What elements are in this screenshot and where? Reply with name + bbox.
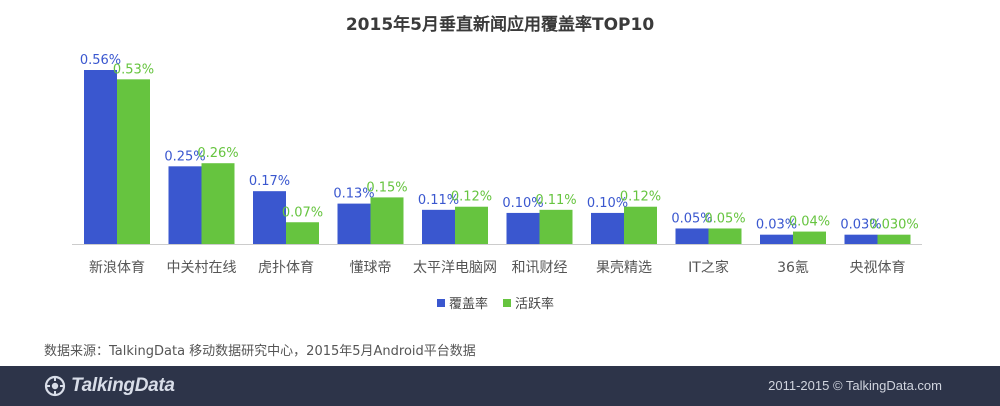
bar (422, 209, 455, 244)
bar (708, 228, 742, 244)
talkingdata-logo: TalkingData (44, 374, 175, 398)
category-label: 中关村在线 (167, 260, 237, 276)
category-label: 太平洋电脑网 (413, 260, 497, 276)
bar (84, 70, 117, 244)
chart-title: 2015年5月垂直新闻应用覆盖率TOP10 (345, 15, 655, 35)
bar (591, 212, 624, 244)
data-label: 0.13% (333, 187, 374, 202)
copyright-text: 2011-2015 © TalkingData.com (768, 378, 942, 393)
category-label: 虎扑体育 (258, 260, 314, 276)
data-label: 0.07% (282, 205, 323, 220)
bar (506, 212, 540, 244)
bar (286, 222, 319, 244)
data-label: 0.26% (197, 146, 238, 161)
bar (455, 206, 488, 244)
bar (624, 206, 657, 244)
data-label: 0.15% (366, 180, 407, 195)
data-label: 0.030% (869, 218, 919, 233)
bar (844, 234, 878, 244)
footer-bar: TalkingData 2011-2015 © TalkingData.com (0, 366, 1000, 406)
logo-icon (44, 375, 66, 397)
bar (760, 234, 793, 244)
data-label: 0.12% (451, 190, 492, 205)
data-label: 0.53% (113, 62, 154, 77)
logo-text: TalkingData (71, 375, 175, 396)
category-label: 36氪 (777, 260, 809, 276)
data-label: 0.12% (620, 190, 661, 205)
data-source-note: 数据来源：TalkingData 移动数据研究中心，2015年5月Android… (44, 344, 476, 359)
data-label: 0.25% (164, 149, 205, 164)
bar (370, 197, 404, 244)
data-label: 0.11% (535, 193, 576, 208)
data-label: 0.04% (789, 215, 830, 230)
bar (877, 234, 911, 244)
bar (539, 209, 573, 244)
bar (337, 203, 371, 244)
category-label: IT之家 (688, 259, 729, 276)
data-label: 0.05% (671, 211, 712, 226)
legend-swatch (503, 299, 511, 307)
bar (168, 166, 202, 244)
bar (675, 228, 709, 244)
data-label: 0.56% (80, 53, 121, 68)
category-label: 懂球帝 (350, 260, 392, 276)
legend-label: 活跃率 (515, 296, 554, 312)
data-label: 0.10% (587, 196, 628, 211)
data-label: 0.10% (502, 196, 543, 211)
category-label: 新浪体育 (89, 260, 145, 276)
category-label: 和讯财经 (512, 260, 568, 276)
data-label: 0.05% (704, 211, 745, 226)
category-label: 果壳精选 (596, 259, 652, 276)
data-label: 0.17% (249, 174, 290, 189)
bar (201, 163, 235, 244)
bar (117, 79, 150, 244)
data-label: 0.03% (756, 218, 797, 233)
bar-chart: 0.56%0.53% 新浪体育 0.25%0.26% 中关村在线 0.17% 0.07% 虎… (72, 53, 922, 312)
category-label: 央视体育 (850, 260, 906, 276)
data-label: 0.11% (418, 193, 459, 208)
bar (793, 231, 826, 244)
data-label: 0.03% (840, 218, 881, 233)
legend-swatch (437, 299, 445, 307)
bar (253, 191, 286, 244)
legend-label: 覆盖率 (449, 296, 488, 312)
